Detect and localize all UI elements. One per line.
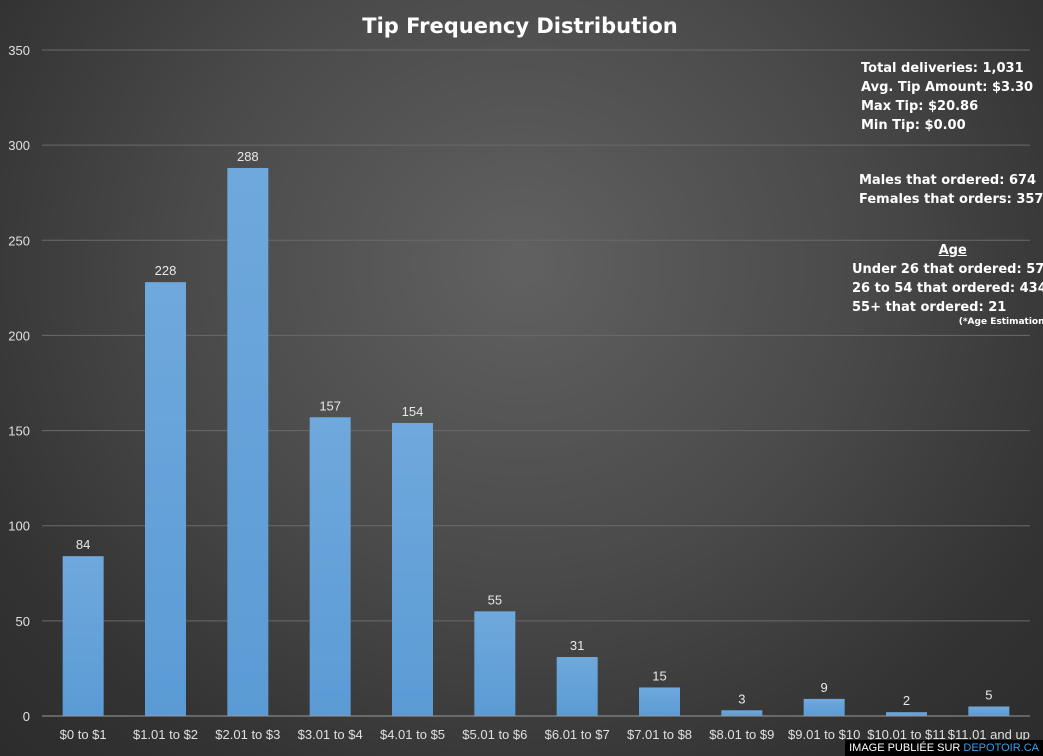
- bars: [62, 167, 1010, 716]
- data-label: 154: [402, 404, 424, 419]
- gridlines: [42, 49, 1030, 622]
- x-axis-ticks: $0 to $1 $1.01 to $2 $2.01 to $3 $3.01 to $…: [60, 727, 1030, 742]
- x-tick-label: $3.01 to $4: [298, 727, 363, 742]
- bar: [227, 167, 269, 716]
- y-axis-ticks: 0 50 100 150 200 250 300 350: [8, 43, 30, 724]
- x-tick-label: $1.01 to $2: [133, 727, 198, 742]
- x-tick-label: $8.01 to $9: [709, 727, 774, 742]
- bar: [474, 611, 516, 716]
- avg-tip-stat: Avg. Tip Amount: $3.30: [861, 80, 1034, 95]
- x-tick-label: $7.01 to $8: [627, 727, 692, 742]
- data-labels: 84 228 288 157 154 55 31 15 3 9 2 5: [76, 149, 993, 708]
- x-tick-label: $4.01 to $5: [380, 727, 445, 742]
- x-tick-label: $2.01 to $3: [215, 727, 280, 742]
- males-stat: Males that ordered: 674: [859, 173, 1037, 188]
- data-label: 5: [985, 687, 992, 702]
- age-summary: Age Under 26 that ordered: 575 26 to 54 …: [852, 241, 1043, 328]
- watermark-brand: DEPOTOIR.CA: [963, 742, 1039, 754]
- bar: [556, 657, 598, 716]
- bar: [639, 687, 680, 716]
- bar: [145, 282, 186, 716]
- bar: [62, 556, 104, 716]
- watermark: IMAGE PUBLIÉE SUR DEPOTOIR.CA: [845, 740, 1043, 756]
- y-tick-label: 150: [8, 424, 30, 439]
- bar: [392, 422, 433, 716]
- bar: [803, 698, 845, 716]
- x-tick-label: $0 to $1: [60, 727, 107, 742]
- age-heading: Age: [938, 243, 967, 258]
- data-label: 9: [821, 680, 828, 695]
- y-tick-label: 0: [23, 709, 30, 724]
- total-deliveries-stat: Total deliveries: 1,031: [861, 61, 1024, 76]
- min-tip-stat: Min Tip: $0.00: [861, 118, 966, 133]
- data-label: 2: [903, 693, 910, 708]
- x-tick-label: $6.01 to $7: [545, 727, 610, 742]
- max-tip-stat: Max Tip: $20.86: [861, 99, 979, 114]
- bar: [309, 417, 351, 716]
- data-label: 228: [155, 263, 177, 278]
- data-label: 157: [319, 398, 341, 413]
- data-label: 3: [738, 691, 745, 706]
- x-tick-label: $5.01 to $6: [462, 727, 527, 742]
- 55-plus-stat: 55+ that ordered: 21: [852, 300, 1007, 315]
- y-tick-label: 50: [16, 614, 30, 629]
- chart-title: Tip Frequency Distribution: [362, 14, 677, 38]
- x-tick-label: $10.01 to $11: [867, 727, 946, 742]
- females-stat: Females that orders: 357: [859, 192, 1043, 207]
- data-label: 31: [570, 638, 584, 653]
- data-label: 55: [488, 592, 502, 607]
- 26-to-54-stat: 26 to 54 that ordered: 434: [852, 281, 1043, 296]
- y-tick-label: 250: [8, 233, 30, 248]
- data-label: 288: [237, 149, 259, 164]
- under-26-stat: Under 26 that ordered: 575: [852, 262, 1043, 277]
- x-tick-label: $9.01 to $10: [788, 727, 860, 742]
- bar: [968, 706, 1010, 716]
- totals-summary: Total deliveries: 1,031 Avg. Tip Amount:…: [861, 59, 1033, 135]
- x-tick-label: $11.01 and up: [948, 727, 1030, 742]
- bar: [886, 712, 927, 716]
- y-tick-label: 350: [8, 43, 30, 58]
- y-tick-label: 100: [8, 519, 30, 534]
- y-tick-label: 200: [8, 328, 30, 343]
- age-estimation-note: (*Age Estimation*): [958, 317, 1043, 327]
- y-tick-label: 300: [8, 138, 30, 153]
- bar: [721, 710, 763, 716]
- watermark-prefix: IMAGE PUBLIÉE SUR: [849, 742, 964, 754]
- data-label: 84: [76, 537, 90, 552]
- gender-summary: Males that ordered: 674 Females that ord…: [859, 171, 1043, 209]
- data-label: 15: [652, 668, 666, 683]
